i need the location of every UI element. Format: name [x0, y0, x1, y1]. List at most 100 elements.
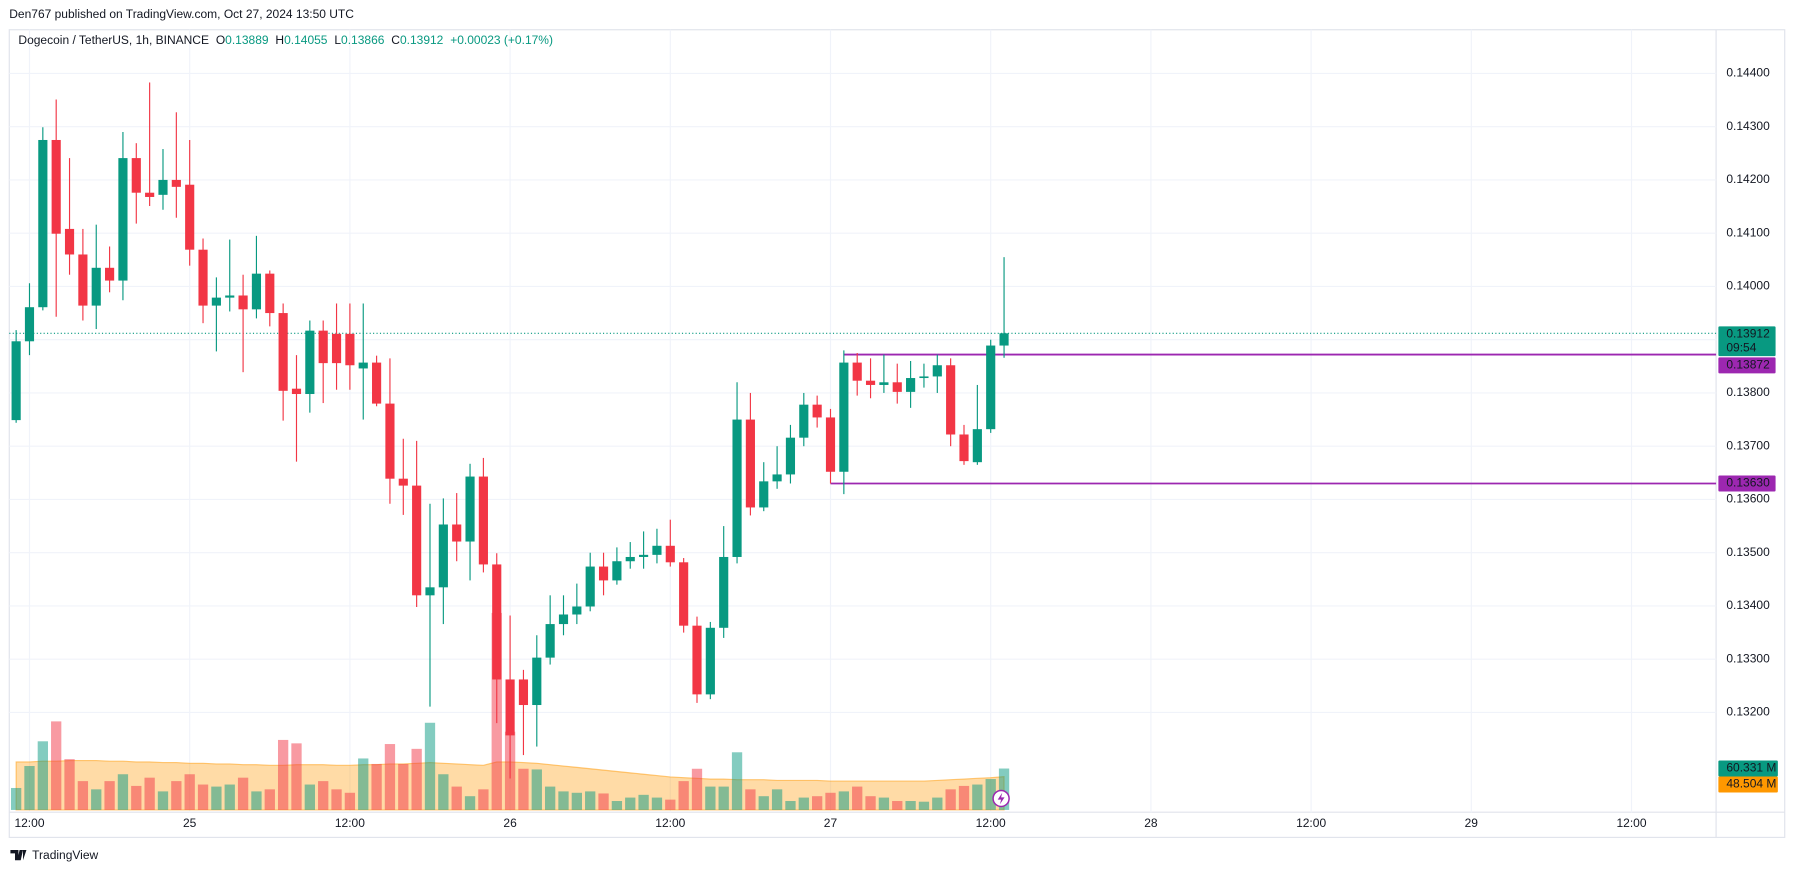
volume-bar: [745, 789, 756, 810]
candle-body: [452, 524, 462, 542]
volume-bar: [758, 796, 769, 810]
volume-ma-box: [1718, 776, 1778, 793]
volume-bar: [958, 785, 970, 810]
x-tick-label: 29: [1465, 816, 1479, 830]
volume-bar: [825, 792, 836, 810]
volume-bar: [651, 797, 663, 810]
candle-body: [91, 267, 101, 306]
y-tick-label: 0.14200: [1726, 172, 1770, 186]
y-tick-label: 0.13200: [1726, 705, 1770, 719]
last-price-box: [1718, 326, 1776, 357]
volume-bar: [625, 797, 636, 810]
volume-bar: [798, 797, 809, 810]
volume-bar: [665, 799, 676, 810]
volume-bar: [318, 781, 329, 810]
volume-bar: [197, 784, 209, 810]
volume-bar: [531, 769, 542, 810]
volume-bar: [211, 786, 222, 810]
candle-body: [572, 606, 582, 615]
y-tick-label: 0.14300: [1726, 119, 1770, 133]
volume-bar: [358, 758, 369, 810]
legend: Dogecoin / TetherUS, 1h, BINANCE O0.13889…: [18, 33, 553, 47]
volume-bar: [932, 797, 943, 810]
volume-bar: [10, 787, 22, 810]
volume-bar: [424, 722, 436, 810]
volume-bar: [398, 763, 409, 810]
x-tick-label: 12:00: [976, 816, 1006, 830]
candle-body: [932, 365, 942, 377]
candle-body: [906, 378, 916, 392]
candle-body: [665, 545, 675, 563]
candle-body: [839, 362, 849, 472]
x-tick-label: 12:00: [1616, 816, 1646, 830]
candle-body: [492, 564, 502, 680]
volume-bar: [438, 774, 449, 810]
candle-body: [211, 297, 221, 306]
volume-box: [1718, 760, 1778, 777]
candle-body: [879, 382, 889, 385]
volume-bar: [77, 781, 89, 810]
volume-bar: [478, 789, 489, 810]
candle-body: [745, 419, 755, 508]
y-tick-label: 0.14400: [1726, 66, 1770, 80]
candle-body: [158, 179, 168, 195]
level-label: 0.13630: [1726, 476, 1770, 490]
candle-body: [385, 403, 395, 479]
volume-bar: [51, 721, 62, 810]
volume-bar: [171, 781, 182, 810]
candle-body: [358, 362, 368, 369]
volume-bar: [344, 792, 356, 810]
volume-bar: [598, 793, 609, 810]
candle-body: [51, 139, 61, 234]
legend-change: +0.00023 (+0.17%): [450, 33, 553, 47]
alert-icon: [992, 789, 1010, 808]
candle-body: [639, 554, 649, 557]
volume-bar: [838, 791, 849, 810]
volume-bar: [224, 784, 235, 810]
candle-body: [972, 429, 982, 463]
volume-bar: [945, 789, 956, 810]
volume-bar: [878, 797, 890, 810]
candle-body: [892, 382, 902, 392]
volume-bar: [905, 801, 916, 810]
volume-bar: [91, 789, 102, 810]
candle-body: [705, 627, 715, 695]
chart-frame: [8, 29, 1786, 838]
candle-body: [999, 333, 1009, 346]
candle-body: [331, 333, 342, 364]
volume-bar: [731, 752, 743, 810]
last-price-label: 0.13912: [1726, 327, 1770, 341]
level-box: [1718, 475, 1776, 492]
candle-body: [785, 437, 796, 475]
candle-body: [585, 566, 595, 607]
volume-bar: [264, 789, 275, 810]
candle-body: [118, 158, 128, 281]
candle-body: [919, 376, 929, 379]
candle-body: [759, 481, 769, 508]
footer-logo: [10, 849, 27, 861]
volume-bar: [678, 781, 689, 810]
legend-label: O: [216, 33, 225, 47]
candle-body: [692, 625, 702, 695]
candle-body: [425, 587, 435, 596]
y-tick-label: 0.13300: [1726, 651, 1770, 665]
x-tick-label: 12:00: [655, 816, 685, 830]
symbol: Dogecoin / TetherUS, 1h, BINANCE: [18, 33, 209, 47]
header: Den767 published on TradingView.com, Oct…: [9, 7, 354, 21]
candle-body: [612, 561, 622, 581]
x-tick-label: 12:00: [14, 816, 44, 830]
x-tick-label: 12:00: [1296, 816, 1326, 830]
x-tick-label: 12:00: [335, 816, 365, 830]
volume-bar: [544, 786, 556, 810]
x-tick-label: 26: [503, 816, 517, 830]
candle-body: [412, 485, 422, 596]
volume-bar: [451, 786, 462, 810]
candle-body: [772, 474, 782, 482]
candle-body: [64, 228, 75, 255]
volume-bar: [144, 777, 155, 810]
candle-body: [372, 362, 382, 404]
volume-bar: [985, 779, 996, 810]
volume-bar: [865, 796, 876, 810]
